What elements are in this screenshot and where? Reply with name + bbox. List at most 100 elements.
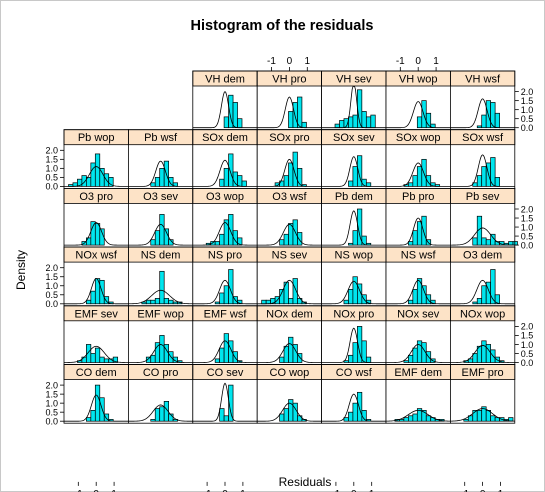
bar [352, 276, 358, 305]
panel-ns-sev: NS sev [256, 246, 323, 307]
bars [274, 151, 307, 187]
panel-ns-wsf: NS wsf [385, 246, 451, 307]
bar [94, 153, 101, 187]
bar [288, 298, 294, 305]
bar [348, 242, 354, 246]
bar [283, 233, 289, 246]
bars [150, 401, 178, 422]
panel-vh-wop: VH wop [385, 70, 451, 131]
bar [172, 301, 178, 305]
panel-co-pro: CO pro [127, 364, 194, 424]
density-curve [386, 344, 451, 363]
bar [86, 237, 92, 246]
bars [141, 270, 183, 305]
panel-co-wsf: CO wsf [321, 364, 387, 424]
bars [343, 276, 372, 305]
panel-label: EMF wsf [204, 308, 248, 320]
y-tick-label: 1.0 [521, 222, 534, 232]
x-tick-label: 0 [351, 489, 357, 492]
panel-nox-wop: NOx wop [449, 305, 516, 365]
panel-label: Pb wsf [144, 132, 178, 144]
bar [334, 123, 340, 129]
x-tick-label: 0 [287, 56, 293, 67]
panel-label: NOx sev [397, 308, 440, 320]
y-tick-label: 1.5 [45, 155, 58, 165]
bar [150, 239, 156, 246]
panel-label: VH wop [399, 74, 438, 86]
density-curve [257, 158, 322, 187]
y-tick-label: 0.5 [45, 173, 58, 183]
bar [228, 153, 234, 187]
panel-label: CO wsf [336, 367, 373, 379]
x-tick-label: 1 [433, 56, 439, 67]
density-curve [450, 408, 515, 422]
bar [297, 168, 303, 187]
bar [352, 342, 358, 363]
panel-emf-dem: EMF dem [385, 364, 451, 424]
panel-label: CO wop [270, 367, 310, 379]
bar [416, 116, 423, 129]
bars [219, 384, 234, 422]
bar [361, 340, 367, 363]
bar [154, 342, 161, 363]
y-tick-label: 1.5 [45, 389, 58, 399]
density-curve [257, 223, 322, 246]
bar [94, 347, 101, 363]
bar [476, 175, 483, 187]
panel-label: CO dem [76, 367, 117, 379]
bar [476, 215, 483, 246]
panel-label: EMF wop [137, 308, 183, 320]
bar [348, 180, 354, 187]
x-tick-label: -1 [331, 489, 340, 492]
bar [279, 239, 285, 246]
bars [214, 269, 243, 305]
bar [90, 221, 96, 246]
panel-sox-wsf: SOx wsf [449, 129, 516, 189]
panel-nox-pro: NOx pro [321, 305, 387, 365]
bars [219, 153, 247, 187]
bar [214, 301, 220, 305]
bar [476, 125, 483, 129]
y-tick-label: 2.0 [45, 263, 58, 273]
bar [416, 166, 423, 187]
density-curve [386, 217, 451, 246]
bar [412, 175, 418, 187]
panel-emf-sev: EMF sev [63, 305, 129, 365]
x-tick-label: -1 [396, 56, 405, 67]
bar [352, 166, 358, 187]
bar [232, 171, 238, 187]
panel-label: SOx pro [269, 132, 309, 144]
y-tick-label: 0.5 [521, 231, 534, 241]
y-tick-label: 2.0 [45, 146, 58, 156]
bar [283, 281, 289, 305]
bar [154, 408, 161, 422]
bars [223, 94, 243, 129]
y-axis-label: Density [14, 250, 28, 290]
panel-nox-sev: NOx sev [385, 305, 451, 365]
bar [223, 285, 229, 305]
density-curve [321, 327, 386, 363]
bar [490, 269, 496, 305]
y-tick-label: 1.5 [521, 331, 534, 341]
bar [490, 157, 496, 187]
x-tick-label: 0 [93, 489, 99, 492]
bar [348, 116, 354, 129]
bar [472, 237, 478, 246]
panel-sox-dem: SOx dem [192, 129, 258, 189]
bar [481, 237, 487, 246]
panel-label: CO sev [207, 367, 244, 379]
panel-vh-pro: VH pro [256, 70, 323, 131]
panel-label: EMF dem [394, 367, 442, 379]
x-tick-label: -1 [460, 489, 469, 492]
bar [416, 278, 423, 305]
bar [168, 177, 174, 187]
panel-o3-wop: O3 wop [192, 187, 258, 248]
density-curve [386, 101, 451, 129]
y-tick-label: 0.0 [521, 123, 534, 133]
bar [219, 178, 225, 187]
panel-label: EMF sev [74, 308, 118, 320]
bar [490, 415, 496, 422]
panel-label: VH pro [272, 74, 306, 86]
bar [86, 299, 92, 305]
x-axis-label: Residuals [279, 475, 332, 489]
